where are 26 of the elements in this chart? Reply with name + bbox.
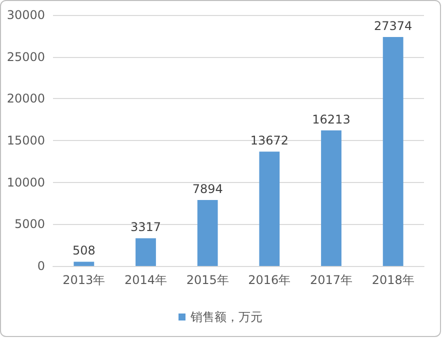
- x-tick-label: 2016年: [248, 273, 291, 287]
- y-tick-label: 30000: [6, 8, 45, 22]
- y-tick-label: 15000: [6, 134, 45, 148]
- y-tick-label: 25000: [6, 50, 45, 64]
- bar: [136, 238, 156, 266]
- data-label: 3317: [130, 220, 162, 234]
- y-tick-label: 5000: [14, 217, 45, 232]
- data-label: 13672: [250, 134, 289, 148]
- bar: [382, 36, 404, 266]
- bar: [197, 200, 218, 266]
- x-tick-label: 2017年: [310, 273, 353, 287]
- x-tick-label: 2015年: [186, 273, 229, 287]
- x-tick-label: 2018年: [372, 273, 414, 287]
- data-label: 27374: [374, 18, 412, 33]
- bar: [259, 152, 280, 266]
- bar: [321, 130, 342, 266]
- data-label: 508: [72, 244, 96, 258]
- x-tick-label: 2013年: [62, 273, 106, 287]
- legend-label: 销售额，万元: [190, 310, 262, 324]
- y-tick-label: 20000: [6, 92, 45, 106]
- data-label: 7894: [192, 182, 223, 196]
- y-tick-label: 0: [37, 259, 45, 273]
- bar: [74, 262, 94, 266]
- x-tick-label: 2014年: [124, 273, 168, 287]
- data-label: 16213: [312, 112, 350, 126]
- y-tick-label: 10000: [6, 175, 45, 190]
